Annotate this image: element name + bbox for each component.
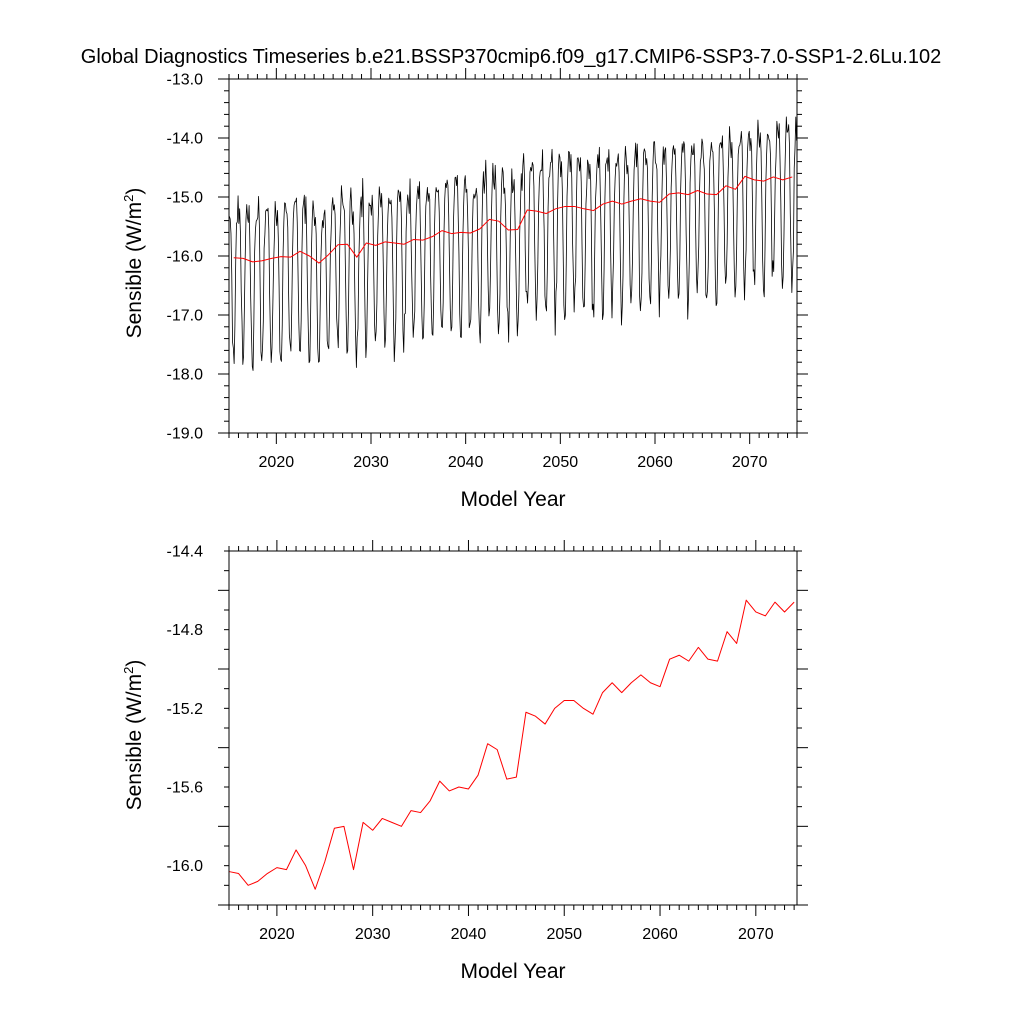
bottom-panel-x-axis-label: Model Year	[460, 960, 565, 983]
bottom-panel-y-axis-label-main: Sensible (W/m	[123, 674, 146, 811]
monthly-series-line	[229, 116, 797, 371]
x-tick-label: 2060	[642, 926, 678, 943]
y-tick-label: -15.2	[167, 701, 204, 718]
x-tick-label: 2050	[543, 454, 579, 471]
top-panel-ytick-labels: -19.0 -18.0 -17.0 -16.0 -15.0 -14.0 -13.0	[167, 72, 204, 443]
x-tick-label: 2070	[738, 926, 774, 943]
x-tick-label: 2070	[732, 454, 768, 471]
annual-mean-series-line	[233, 175, 793, 264]
x-tick-label: 2030	[355, 926, 391, 943]
x-tick-label: 2030	[353, 454, 389, 471]
figure-title: Global Diagnostics Timeseries b.e21.BSSP…	[81, 46, 941, 68]
bottom-panel-y-axis-label-close: )	[123, 660, 146, 667]
bottom-panel-y-axis-label-superscript: 2	[121, 667, 136, 674]
annual-mean-series-line	[228, 599, 795, 890]
x-tick-label: 2060	[637, 454, 673, 471]
y-tick-label: -16.0	[167, 249, 204, 266]
y-tick-label: -14.0	[167, 131, 204, 148]
y-tick-label: -17.0	[167, 308, 204, 325]
top-panel-xtick-labels: 2020 2030 2040 2050 2060 2070	[259, 454, 768, 471]
top-panel-y-axis-label-superscript: 2	[121, 195, 136, 202]
y-tick-label: -13.0	[167, 72, 204, 89]
x-tick-label: 2020	[259, 926, 295, 943]
top-panel-ticks	[218, 68, 808, 444]
bottom-panel: -16.0-15.6-15.2-14.8-14.4 2020 2030 2040 20…	[121, 540, 808, 983]
y-tick-label: -14.8	[167, 622, 204, 639]
top-panel-frame	[228, 78, 798, 434]
y-tick-label: -15.6	[167, 780, 204, 797]
bottom-panel-series	[228, 599, 795, 890]
x-tick-label: 2050	[546, 926, 582, 943]
y-tick-label: -16.0	[167, 858, 204, 875]
x-tick-label: 2040	[448, 454, 484, 471]
top-panel-x-axis-label: Model Year	[460, 488, 565, 511]
bottom-panel-frame	[228, 550, 798, 906]
top-panel-y-axis-label-main: Sensible (W/m	[123, 202, 146, 339]
y-tick-label: -15.0	[167, 190, 204, 207]
bottom-panel-ticks	[218, 540, 808, 916]
top-panel: -19.0 -18.0 -17.0 -16.0 -15.0 -14.0 -13.0 2020…	[121, 68, 808, 511]
y-tick-label: -18.0	[167, 367, 204, 384]
top-panel-series	[229, 116, 797, 371]
x-tick-label: 2040	[451, 926, 487, 943]
y-tick-label: -14.4	[167, 544, 204, 561]
bottom-panel-xtick-labels: 2020 2030 2040 2050 2060 2070	[259, 926, 774, 943]
top-panel-y-axis-label-close: )	[123, 188, 146, 195]
top-panel-y-axis-label: Sensible (W/m2)	[121, 188, 146, 339]
y-tick-label: -19.0	[167, 426, 204, 443]
bottom-panel-y-axis-label: Sensible (W/m2)	[121, 660, 146, 811]
bottom-panel-ytick-labels: -16.0 -15.6 -15.2 -14.8 -14.4	[167, 544, 204, 876]
x-tick-label: 2020	[259, 454, 295, 471]
